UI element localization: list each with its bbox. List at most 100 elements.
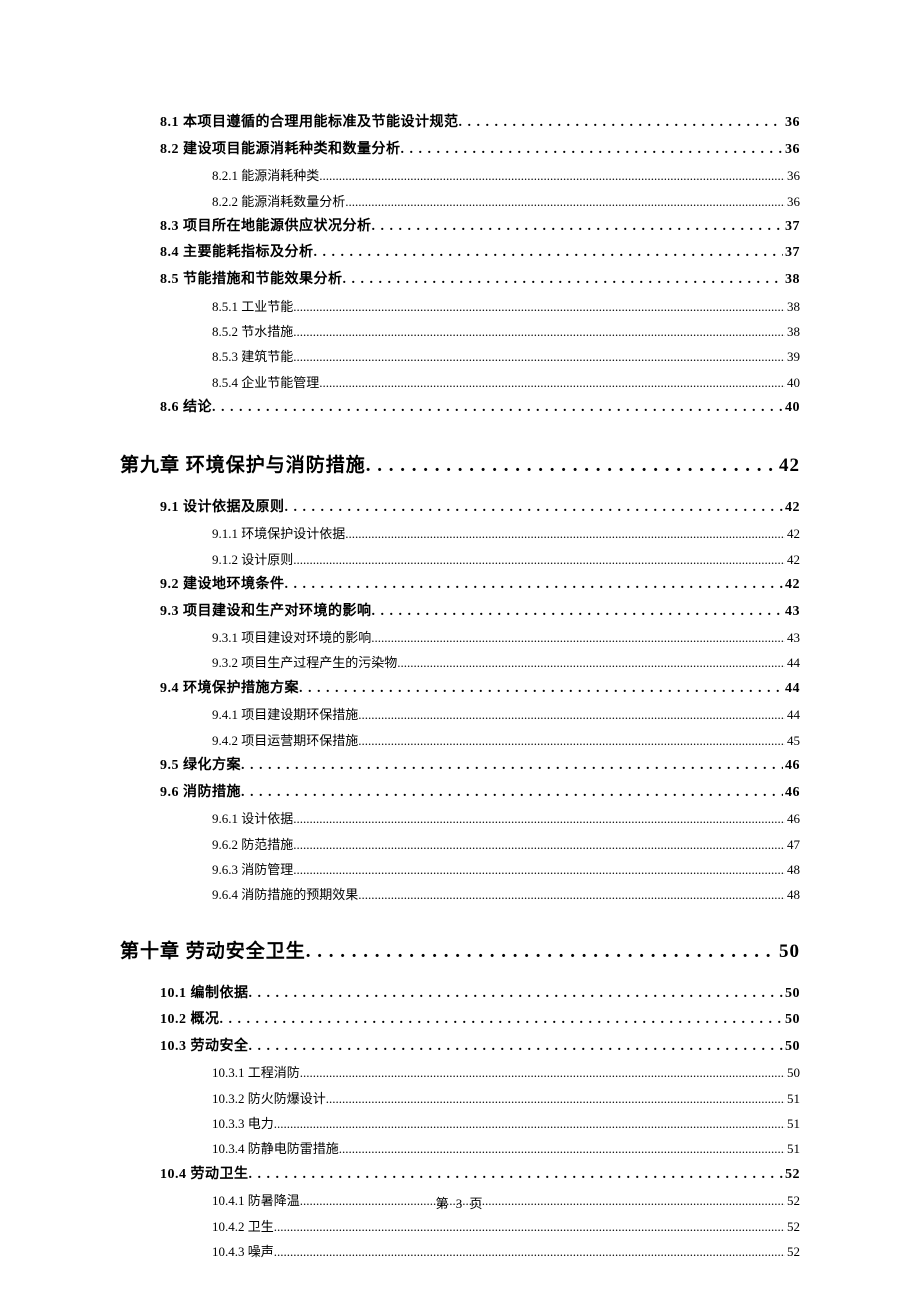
toc-entry-label: 10.4.2 卫生 — [212, 1214, 274, 1239]
toc-leader-dots — [274, 1214, 785, 1239]
toc-entry-label: 9.6 消防措施 — [160, 780, 241, 807]
toc-entry-page-number: 43 — [785, 625, 800, 650]
toc-entry-label: 10.3.1 工程消防 — [212, 1060, 300, 1085]
toc-entry-section: 9.4 环境保护措施方案44 — [160, 676, 800, 703]
toc-entry-label: 10.2 概况 — [160, 1007, 220, 1034]
toc-leader-dots — [358, 728, 785, 753]
toc-entry-sub: 10.3.1 工程消防 50 — [212, 1060, 800, 1085]
toc-entry-label: 9.2 建设地环境条件 — [160, 572, 285, 599]
toc-entry-page-number: 38 — [785, 319, 800, 344]
toc-leader-dots — [300, 1060, 785, 1085]
toc-entry-sub: 8.5.3 建筑节能39 — [212, 344, 800, 369]
toc-entry-label: 9.3 项目建设和生产对环境的影响 — [160, 599, 372, 626]
toc-entry-sub: 9.4.1 项目建设期环保措施 44 — [212, 702, 800, 727]
toc-entry-sub: 9.6.1 设计依据 46 — [212, 806, 800, 831]
toc-leader-dots — [358, 702, 785, 727]
toc-leader-dots — [220, 1007, 784, 1034]
toc-entry-label: 8.6 结论 — [160, 395, 212, 422]
toc-entry-page-number: 42 — [785, 521, 800, 546]
toc-entry-label: 9.3.2 项目生产过程产生的污染物 — [212, 650, 397, 675]
toc-entry-sub: 9.6.2 防范措施47 — [212, 832, 800, 857]
toc-entry-section: 8.1 本项目遵循的合理用能标准及节能设计规范36 — [160, 110, 800, 137]
toc-leader-dots — [285, 572, 784, 599]
toc-entry-sub: 8.2.1 能源消耗种类36 — [212, 163, 800, 188]
toc-entry-page-number: 48 — [785, 882, 800, 907]
toc-entry-page-number: 50 — [785, 1060, 800, 1085]
toc-leader-dots — [274, 1111, 785, 1136]
toc-leader-dots — [397, 650, 785, 675]
toc-entry-page-number: 47 — [785, 832, 800, 857]
page-number-text: 第 3 页 — [435, 1196, 484, 1211]
toc-entry-label: 9.4.1 项目建设期环保措施 — [212, 702, 358, 727]
toc-entry-section: 10.4 劳动卫生52 — [160, 1162, 800, 1189]
toc-entry-label: 8.5 节能措施和节能效果分析 — [160, 267, 343, 294]
toc-entry-label: 第九章 环境保护与消防措施 — [120, 450, 366, 477]
toc-entry-label: 10.3.4 防静电防雷措施 — [212, 1136, 339, 1161]
toc-entry-label: 9.6.1 设计依据 — [212, 806, 293, 831]
toc-leader-dots — [314, 240, 784, 267]
toc-leader-dots — [358, 882, 785, 907]
page-number-footer: 第 3 页 — [0, 1193, 920, 1212]
toc-entry-section: 9.2 建设地环境条件 42 — [160, 572, 800, 599]
toc-entry-page-number: 38 — [783, 267, 800, 294]
toc-leader-dots — [249, 1034, 784, 1061]
toc-leader-dots — [241, 780, 783, 807]
toc-leader-dots — [401, 137, 784, 164]
toc-entry-page-number: 52 — [785, 1214, 800, 1239]
toc-entry-page-number: 46 — [785, 806, 800, 831]
toc-entry-sub: 10.3.2 防火防爆设计51 — [212, 1086, 800, 1111]
toc-entry-page-number: 45 — [785, 728, 800, 753]
toc-leader-dots — [293, 857, 785, 882]
toc-entry-section: 10.2 概况 50 — [160, 1007, 800, 1034]
toc-entry-page-number: 37 — [783, 240, 800, 267]
toc-entry-chapter: 第九章 环境保护与消防措施 42 — [120, 450, 800, 477]
toc-entry-sub: 9.3.2 项目生产过程产生的污染物 44 — [212, 650, 800, 675]
toc-leader-dots — [249, 981, 784, 1008]
toc-leader-dots — [212, 395, 783, 422]
toc-leader-dots — [343, 267, 784, 294]
toc-entry-page-number: 42 — [783, 495, 800, 522]
toc-entry-page-number: 40 — [785, 370, 800, 395]
toc-entry-page-number: 51 — [785, 1111, 800, 1136]
toc-entry-label: 9.6.3 消防管理 — [212, 857, 293, 882]
toc-entry-label: 9.3.1 项目建设对环境的影响 — [212, 625, 371, 650]
toc-leader-dots — [299, 676, 783, 703]
toc-entry-page-number: 50 — [783, 1007, 800, 1034]
toc-entry-page-number: 36 — [783, 110, 800, 137]
toc-entry-sub: 9.6.4 消防措施的预期效果48 — [212, 882, 800, 907]
toc-entry-page-number: 42 — [785, 547, 800, 572]
toc-leader-dots — [274, 1239, 785, 1264]
toc-entry-sub: 9.6.3 消防管理48 — [212, 857, 800, 882]
toc-leader-dots — [293, 344, 785, 369]
toc-entry-label: 8.5.4 企业节能管理 — [212, 370, 319, 395]
toc-entry-label: 9.1.1 环境保护设计依据 — [212, 521, 345, 546]
toc-entry-page-number: 52 — [785, 1239, 800, 1264]
toc-entry-page-number: 43 — [783, 599, 800, 626]
toc-entry-sub: 10.4.2 卫生 52 — [212, 1214, 800, 1239]
toc-entry-sub: 8.2.2 能源消耗数量分析36 — [212, 189, 800, 214]
toc-leader-dots — [293, 547, 785, 572]
toc-entry-label: 9.4.2 项目运营期环保措施 — [212, 728, 358, 753]
toc-entry-sub: 8.5.2 节水措施38 — [212, 319, 800, 344]
toc-leader-dots — [249, 1162, 784, 1189]
toc-entry-page-number: 51 — [785, 1086, 800, 1111]
toc-entry-label: 9.1 设计依据及原则 — [160, 495, 285, 522]
toc-entry-section: 8.3 项目所在地能源供应状况分析37 — [160, 214, 800, 241]
toc-entry-page-number: 44 — [785, 650, 800, 675]
toc-entry-page-number: 36 — [783, 137, 800, 164]
toc-entry-page-number: 42 — [783, 572, 800, 599]
toc-entry-sub: 8.5.4 企业节能管理 40 — [212, 370, 800, 395]
toc-entry-page-number: 50 — [777, 941, 800, 963]
toc-entry-page-number: 40 — [783, 395, 800, 422]
toc-leader-dots — [319, 163, 785, 188]
toc-entry-label: 9.5 绿化方案 — [160, 753, 241, 780]
toc-leader-dots — [306, 941, 777, 963]
document-page: 8.1 本项目遵循的合理用能标准及节能设计规范368.2 建设项目能源消耗种类和… — [0, 0, 920, 1302]
toc-entry-section: 9.6 消防措施46 — [160, 780, 800, 807]
toc-entry-page-number: 42 — [777, 455, 800, 477]
toc-leader-dots — [293, 806, 785, 831]
toc-leader-dots — [345, 189, 785, 214]
toc-entry-section: 8.6 结论 40 — [160, 395, 800, 422]
toc-leader-dots — [326, 1086, 785, 1111]
toc-entry-page-number: 44 — [785, 702, 800, 727]
